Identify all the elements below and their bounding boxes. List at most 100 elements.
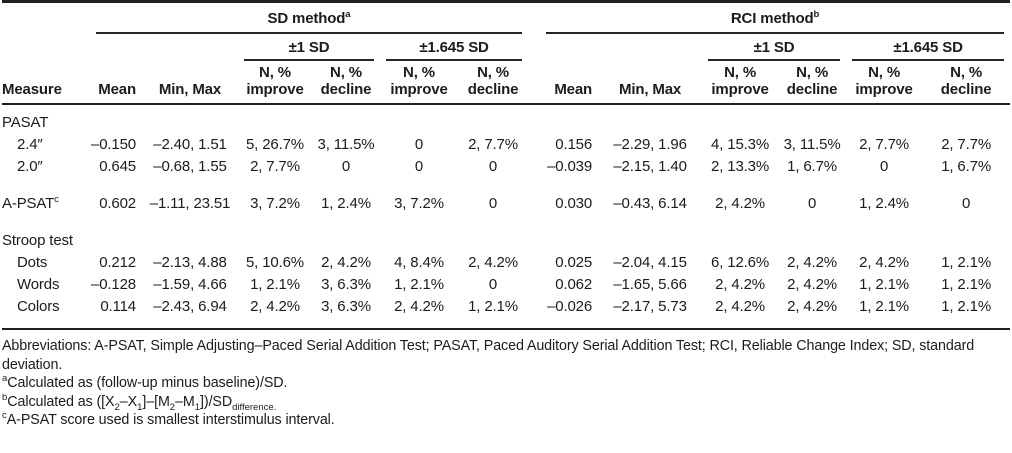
cell: 2, 7.7%: [468, 136, 518, 153]
subscript: 2: [169, 401, 176, 413]
cell: 6, 12.6%: [711, 254, 770, 271]
results-table: SD methoda RCI methodb ±1 SD ±1.645 SD ±…: [2, 0, 1011, 330]
cell: 0: [488, 195, 498, 212]
table-row: 2.4″ –0.150 –2.40, 1.51 5, 26.7% 3, 11.5% 0 2,…: [2, 134, 1010, 156]
row-label: Words: [17, 276, 60, 293]
table-header: SD methoda RCI methodb ±1 SD ±1.645 SD ±…: [2, 2, 1011, 105]
gap-cell: [528, 193, 540, 215]
col-sd-1sd-decline: N, % decline: [312, 61, 380, 105]
footnotes: Abbreviations: A-PSAT, Simple Adjusting–…: [2, 330, 1010, 430]
cell: 0.114: [90, 296, 142, 330]
rci-method-header: RCI methodb: [540, 2, 1010, 34]
cell: 2, 4.2%: [715, 195, 765, 212]
col-rci-mean: Mean: [540, 61, 599, 105]
cell: 3, 7.2%: [250, 195, 300, 212]
subscript: 1: [137, 401, 143, 413]
cell: 3, 7.2%: [394, 195, 444, 212]
col-rci-1645sd-decline: N, % decline: [922, 61, 1011, 105]
group-fill: [90, 104, 1010, 134]
measure-spacer: [2, 2, 90, 35]
gap-cell: [528, 156, 540, 178]
group-fill: [90, 230, 1010, 252]
cell: 1, 2.1%: [922, 296, 1011, 330]
rci-method-label: RCI method: [730, 10, 814, 27]
cell: 1, 2.1%: [250, 276, 300, 293]
spacer-row: [2, 178, 1010, 193]
cell: –2.40, 1.51: [153, 136, 227, 153]
cell: 2, 4.2%: [238, 296, 312, 330]
band-header-row: ±1 SD ±1.645 SD ±1 SD ±1.645 SD: [2, 34, 1010, 61]
cell: 1, 2.1%: [846, 296, 923, 330]
row-label: 2.0″: [17, 158, 43, 175]
sd-method-label: SD method: [267, 10, 346, 27]
cell: 4, 15.3%: [711, 136, 770, 153]
cell: –1.11, 23.51: [149, 195, 231, 212]
table-row: Colors 0.114 –2.43, 6.94 2, 4.2% 3, 6.3% 2, 4…: [2, 296, 1011, 330]
cell: 2, 4.2%: [715, 276, 765, 293]
col-sd-1sd-improve: N, % improve: [238, 61, 312, 105]
cell: 0: [414, 158, 424, 175]
band-gap: [528, 34, 540, 61]
row-label: Dots: [17, 254, 48, 271]
group-row: PASAT: [2, 104, 1010, 134]
gap-cell: [528, 134, 540, 156]
cell: 1, 2.1%: [394, 276, 444, 293]
cell: 1, 2.4%: [859, 195, 909, 212]
cell: 0: [341, 158, 351, 175]
gap-cell: [528, 252, 540, 274]
rci-pm1645sd-header: ±1.645 SD: [846, 34, 1010, 61]
cell: 4, 8.4%: [394, 254, 444, 271]
table-body: PASAT 2.4″ –0.150 –2.40, 1.51 5, 26.7% 3, 11.…: [2, 104, 1011, 330]
sd-method-header: SD methoda: [90, 2, 528, 34]
cell: 0: [962, 195, 971, 212]
row-label: A-PSATc: [2, 194, 59, 212]
cell: 2, 4.2%: [787, 254, 837, 271]
sd-pm1645sd-header: ±1.645 SD: [380, 34, 528, 61]
row-footnote-marker: c: [54, 194, 59, 205]
cell: 3, 6.3%: [321, 276, 371, 293]
cell: 2, 7.7%: [250, 158, 300, 175]
cell: –1.65, 5.66: [613, 276, 687, 293]
cell: 2, 4.2%: [380, 296, 458, 330]
cell: 0: [488, 158, 498, 175]
cell: 0: [879, 158, 889, 175]
cell: –0.68, 1.55: [153, 158, 227, 175]
column-header-row: Measure Mean Min, Max N, % improve N, % de…: [2, 61, 1011, 105]
row-label: 2.4″: [17, 136, 43, 153]
cell: –0.026: [540, 296, 599, 330]
spacer-cell: [2, 178, 1010, 193]
row-label: Colors: [2, 296, 90, 330]
gap-cell: [528, 274, 540, 296]
band-spacer: [2, 34, 238, 61]
cell: 3, 6.3%: [312, 296, 380, 330]
footnote-marker: c: [2, 410, 7, 422]
cell: 0.212: [99, 254, 136, 271]
rci-method-footnote-marker: b: [813, 9, 820, 20]
subscript: 2: [114, 401, 120, 413]
row-label: Stroop test: [2, 232, 73, 249]
page: SD methoda RCI methodb ±1 SD ±1.645 SD ±…: [2, 0, 1011, 430]
subscript: 1: [194, 401, 201, 413]
rci-pm1sd-header: ±1 SD: [702, 34, 846, 61]
cell: 0.030: [555, 195, 593, 212]
cell: 1, 2.4%: [321, 195, 371, 212]
cell: 1, 2.1%: [941, 276, 992, 293]
col-rci-1sd-decline: N, % decline: [778, 61, 847, 105]
cell: 0.645: [99, 158, 136, 175]
cell: 1, 2.1%: [859, 276, 909, 293]
cell: 2, 4.2%: [859, 254, 909, 271]
cell: –0.128: [91, 276, 136, 293]
method-gap: [528, 2, 540, 35]
col-sd-minmax: Min, Max: [142, 61, 238, 105]
cell: 2, 4.2%: [702, 296, 779, 330]
footnote-marker: b: [2, 391, 8, 403]
cell: 2, 4.2%: [778, 296, 847, 330]
footnote: bCalculated as ([X2–X1]–[M2–M1])/SDdiffe…: [2, 391, 277, 413]
col-sd-1645sd-improve: N, % improve: [380, 61, 458, 105]
sd-pm1sd-header: ±1 SD: [238, 34, 380, 61]
cell: –1.59, 4.66: [153, 276, 227, 293]
cell: –0.039: [547, 158, 593, 175]
cell: –2.15, 1.40: [613, 158, 687, 175]
table-row: Words –0.128 –1.59, 4.66 1, 2.1% 3, 6.3% 1, 2…: [2, 274, 1010, 296]
spacer-cell: [2, 215, 1010, 230]
